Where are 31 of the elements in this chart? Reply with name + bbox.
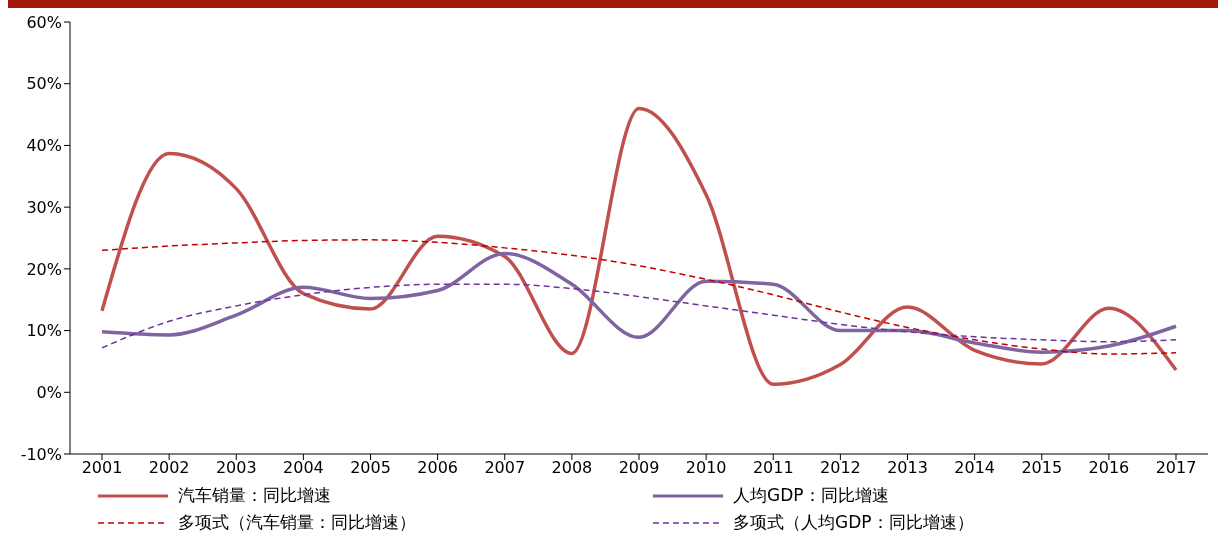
y-tick-label: 20% <box>26 259 62 279</box>
x-tick-label: 2003 <box>215 458 257 478</box>
line-series <box>100 106 1178 387</box>
x-tick-label: 2017 <box>1155 458 1197 478</box>
y-tick-label: 30% <box>26 197 62 217</box>
y-tick-label: 10% <box>26 321 62 341</box>
legend-label: 多项式（人均GDP：同比增速） <box>733 511 974 534</box>
y-tick-label: 50% <box>26 74 62 94</box>
y-tick-label: 0% <box>36 382 62 402</box>
legend-label: 多项式（汽车销量：同比增速） <box>178 511 416 534</box>
x-tick-label: 2010 <box>685 458 727 478</box>
x-tick-label: 2006 <box>417 458 458 478</box>
x-tick-label: 2014 <box>954 458 995 478</box>
x-tick-label: 2012 <box>820 458 861 478</box>
legend-label: 汽车销量：同比增速 <box>178 484 331 507</box>
y-tick-label: 60% <box>26 12 62 32</box>
x-tick-label: 2001 <box>81 458 123 478</box>
x-tick-label: 2007 <box>484 458 526 478</box>
x-tick-label: 2016 <box>1088 458 1130 478</box>
legend-label: 人均GDP：同比增速 <box>733 484 889 507</box>
y-tick-label: -10% <box>20 444 62 464</box>
x-tick-label: 2011 <box>752 458 794 478</box>
x-tick-label: 2015 <box>1021 458 1063 478</box>
x-tick-label: 2002 <box>148 458 190 478</box>
x-tick-label: 2009 <box>618 458 660 478</box>
x-tick-label: 2004 <box>283 458 324 478</box>
line-series <box>101 283 1177 349</box>
y-tick-label: 40% <box>26 136 62 156</box>
x-tick-label: 2008 <box>551 458 593 478</box>
x-tick-label: 2005 <box>350 458 391 478</box>
x-tick-label: 2013 <box>887 458 928 478</box>
